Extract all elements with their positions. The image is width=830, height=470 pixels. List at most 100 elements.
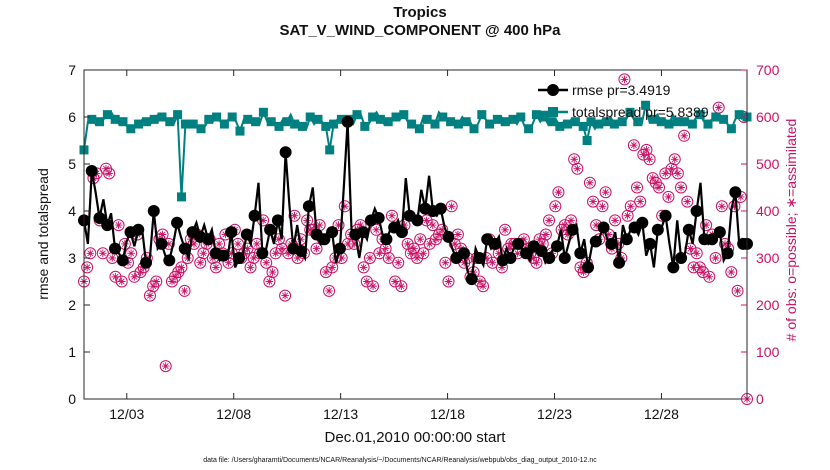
obs-possible-circle: [103, 167, 116, 180]
rmse-point: [675, 252, 688, 264]
obs-assimilated-star: [293, 254, 302, 262]
obs-assimilated-star: [413, 254, 421, 262]
totalspread-point: [165, 117, 175, 127]
totalspread-point: [134, 119, 144, 129]
obs-possible-circle: [530, 256, 543, 269]
obs-assimilated-star: [570, 155, 578, 164]
rmse-point: [271, 214, 284, 227]
rmse-point: [333, 242, 346, 255]
obs-assimilated-star: [391, 277, 399, 286]
rmse-point: [620, 233, 633, 246]
obs-marker: [690, 247, 703, 260]
totalspread-point: [625, 107, 635, 117]
totalspread-point: [95, 117, 105, 127]
obs-marker: [389, 275, 402, 288]
obs-assimilated-star: [542, 230, 550, 239]
obs-marker: [310, 242, 323, 255]
obs-marker: [618, 73, 631, 86]
obs-assimilated-star: [598, 202, 607, 211]
y-left-tick-label: 7: [68, 62, 76, 78]
obs-marker: [269, 247, 282, 260]
obs-assimilated-star: [199, 249, 208, 258]
obs-assimilated-star: [224, 258, 233, 267]
obs-assimilated-star: [325, 287, 333, 295]
rmse-point: [248, 209, 261, 222]
obs-assimilated-star: [630, 141, 638, 149]
totalspread-point: [492, 114, 502, 124]
obs-assimilated-star: [249, 254, 258, 262]
obs-assimilated-star: [111, 273, 120, 281]
obs-assimilated-star: [158, 230, 167, 239]
obs-marker: [530, 256, 543, 269]
obs-marker: [175, 261, 188, 274]
obs-assimilated-star: [586, 179, 594, 187]
rmse-point: [543, 252, 556, 264]
obs-marker: [653, 181, 666, 194]
obs-assimilated-star: [416, 235, 425, 243]
obs-marker: [643, 153, 656, 166]
obs-assimilated-star: [83, 263, 91, 272]
obs-assimilated-star: [422, 216, 431, 225]
rmse-point: [372, 212, 385, 225]
rmse-point: [240, 228, 253, 241]
obs-possible-circle: [671, 167, 684, 180]
rmse-point: [140, 256, 153, 269]
obs-assimilated-star: [727, 268, 736, 276]
obs-marker: [209, 261, 222, 274]
obs-marker: [549, 200, 562, 213]
obs-marker: [319, 266, 332, 279]
totalspread-point: [547, 117, 557, 127]
totalspread-point: [258, 107, 268, 117]
obs-possible-circle: [209, 261, 222, 274]
rmse-point: [504, 252, 517, 264]
obs-assimilated-star: [221, 230, 230, 239]
obs-possible-circle: [715, 200, 728, 213]
obs-assimilated-star: [626, 202, 635, 211]
totalspread-point: [375, 114, 385, 124]
y-right-tick-label: 0: [756, 391, 764, 407]
obs-assimilated-star: [614, 240, 622, 248]
obs-assimilated-star: [623, 211, 632, 220]
obs-possible-circle: [115, 275, 128, 288]
y-right-tick-label: 600: [756, 109, 780, 125]
obs-possible-circle: [668, 153, 681, 166]
series-layer: [78, 100, 753, 286]
obs-assimilated-star: [312, 244, 321, 253]
obs-assimilated-star: [601, 188, 610, 196]
totalspread-point: [157, 112, 167, 122]
obs-marker: [360, 275, 373, 288]
obs-possible-circle: [662, 190, 675, 203]
obs-marker: [385, 209, 398, 222]
totalspread-point: [321, 121, 331, 131]
rmse-point: [155, 237, 168, 250]
obs-assimilated-star: [554, 188, 563, 196]
x-tick-label: 12/08: [216, 406, 251, 422]
totalspread-point: [508, 114, 518, 124]
obs-possible-circle: [709, 252, 722, 264]
obs-assimilated-star: [441, 258, 450, 267]
obs-assimilated-star: [315, 221, 324, 229]
totalspread-point: [648, 114, 658, 124]
obs-marker: [266, 266, 279, 279]
obs-possible-circle: [332, 219, 345, 232]
obs-possible-circle: [395, 280, 408, 293]
legend-rmse-label: rmse pr=3.4919: [572, 82, 671, 98]
obs-assimilated-star: [551, 202, 560, 211]
obs-assimilated-star: [667, 164, 676, 173]
obs-marker: [363, 252, 376, 264]
obs-assimilated-star: [680, 132, 688, 140]
obs-marker: [675, 181, 688, 194]
obs-marker: [499, 223, 512, 236]
obs-assimilated-star: [702, 221, 710, 229]
obs-marker: [81, 261, 94, 274]
obs-marker: [442, 275, 455, 288]
obs-assimilated-star: [86, 249, 95, 258]
obs-possible-circle: [84, 247, 97, 260]
totalspread-point: [274, 121, 284, 131]
obs-assimilated-star: [284, 249, 293, 258]
obs-assimilated-star: [180, 287, 189, 295]
data-file-footer: data file: /Users/gharamti/Documents/NCA…: [203, 457, 597, 464]
rmse-point: [163, 254, 176, 267]
totalspread-point: [313, 114, 323, 124]
obs-assimilated-star: [645, 155, 654, 164]
